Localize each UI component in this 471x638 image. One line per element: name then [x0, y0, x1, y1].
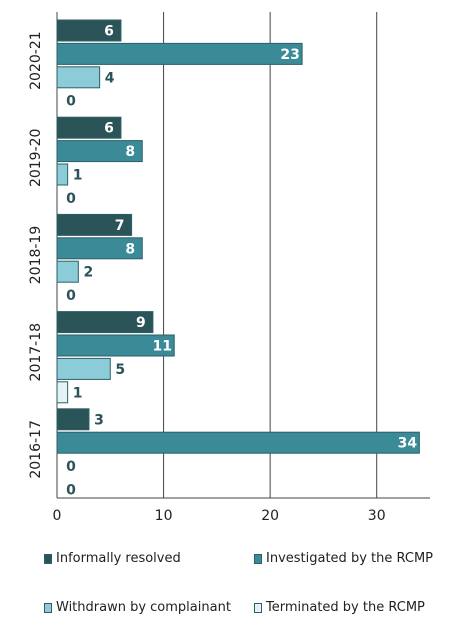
bar-2017-18-series-2 — [56, 357, 111, 380]
legend-item-withdrawn: Withdrawn by complainant — [44, 600, 231, 615]
bar-2020-21-series-0 — [56, 19, 122, 42]
legend-swatch-withdrawn — [44, 602, 52, 613]
bar-2017-18-series-1 — [56, 334, 175, 357]
category-label-2016-17: 2016-17 — [28, 420, 44, 479]
legend-swatch-informally-resolved — [44, 553, 52, 564]
x-tick-label-10: 10 — [155, 508, 173, 524]
data-label-2016-17-series-1: 34 — [398, 436, 418, 452]
bar-2019-20-series-1 — [56, 140, 143, 163]
data-label-2020-21-series-2: 4 — [105, 70, 115, 86]
data-label-2020-21-series-0: 6 — [104, 24, 114, 40]
category-label-2020-21: 2020-21 — [28, 31, 44, 90]
bar-2018-19-series-1 — [56, 237, 143, 260]
bar-2016-17-series-1 — [56, 431, 420, 454]
legend-item-terminated: Terminated by the RCMP — [254, 600, 425, 615]
category-label-2017-18: 2017-18 — [28, 323, 44, 382]
bar-2017-18-series-0 — [56, 311, 154, 334]
bar-2018-19-series-0 — [56, 213, 133, 236]
data-label-2017-18-series-2: 5 — [115, 362, 125, 378]
bar-2020-21-series-1 — [56, 42, 303, 65]
data-label-2018-19-series-0: 7 — [115, 218, 125, 234]
category-label-2019-20: 2019-20 — [28, 129, 44, 188]
data-label-2017-18-series-1: 11 — [152, 339, 171, 355]
legend-label-withdrawn: Withdrawn by complainant — [56, 600, 231, 615]
legend-swatch-investigated — [254, 553, 262, 564]
legend-label-terminated: Terminated by the RCMP — [266, 600, 425, 615]
data-label-2016-17-series-3: 0 — [66, 483, 76, 499]
legend-label-investigated: Investigated by the RCMP — [266, 551, 434, 566]
data-label-2019-20-series-3: 0 — [66, 191, 76, 207]
bar-2019-20-series-2 — [56, 163, 69, 186]
bar-2020-21-series-2 — [56, 66, 101, 89]
data-label-2017-18-series-0: 9 — [136, 315, 146, 331]
x-tick-label-20: 20 — [261, 508, 279, 524]
legend-item-informally-resolved: Informally resolved — [44, 551, 181, 566]
x-tick-label-30: 30 — [368, 508, 386, 524]
bar-2016-17-series-0 — [56, 408, 90, 431]
bar-2017-18-series-3 — [56, 381, 69, 404]
data-label-2016-17-series-2: 0 — [66, 459, 76, 475]
legend-item-investigated: Investigated by the RCMP — [254, 551, 433, 566]
data-label-2016-17-series-0: 3 — [94, 412, 104, 428]
data-label-2017-18-series-3: 1 — [73, 385, 83, 401]
x-tick-label-0: 0 — [53, 508, 62, 524]
data-label-2020-21-series-1: 23 — [280, 47, 299, 63]
bar-2018-19-series-2 — [56, 260, 79, 283]
bar-2019-20-series-0 — [56, 116, 122, 139]
data-label-2018-19-series-1: 8 — [125, 241, 135, 257]
data-label-2019-20-series-2: 1 — [73, 168, 83, 184]
legend-swatch-terminated — [254, 602, 262, 613]
category-label-2018-19: 2018-19 — [28, 226, 44, 285]
data-label-2020-21-series-3: 0 — [66, 94, 76, 110]
legend-label-informally-resolved: Informally resolved — [56, 551, 181, 566]
data-label-2019-20-series-0: 6 — [104, 121, 114, 137]
data-label-2018-19-series-2: 2 — [83, 265, 93, 281]
data-label-2018-19-series-3: 0 — [66, 288, 76, 304]
data-label-2019-20-series-1: 8 — [125, 144, 135, 160]
